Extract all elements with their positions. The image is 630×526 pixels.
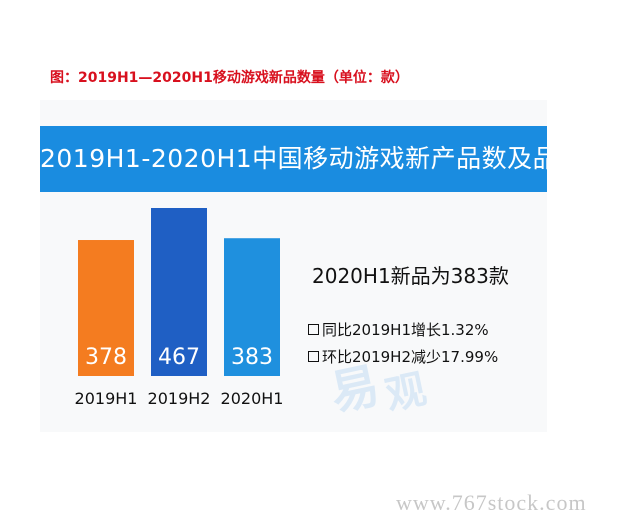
bar-2019H1 [78, 240, 134, 376]
x-tick-label: 2019H1 [75, 389, 138, 408]
bar-value-label: 383 [231, 345, 273, 370]
hoh-text: 环比2019H2减少17.99% [322, 348, 499, 366]
bar-2020H1 [224, 238, 280, 376]
bar-value-label: 467 [158, 345, 200, 370]
site-watermark: www.767stock.com [396, 490, 587, 515]
figure-caption: 图：2019H1—2020H1移动游戏新品数量（单位：款） [50, 70, 409, 86]
x-tick-label: 2019H2 [148, 389, 211, 408]
checkbox-bullet-icon [308, 324, 319, 335]
yoy-annotation: 同比2019H1增长1.32% [308, 319, 489, 340]
chart-title: 2019H1-2020H1中国移动游戏新产品数及品类 [40, 144, 584, 173]
headline-annotation: 2020H1新品为383款 [312, 264, 509, 288]
hoh-annotation: 环比2019H2减少17.99% [308, 346, 498, 367]
yoy-text: 同比2019H1增长1.32% [322, 321, 489, 339]
x-tick-label: 2020H1 [221, 389, 284, 408]
bar-2019H2 [151, 208, 207, 376]
checkbox-bullet-icon [308, 351, 319, 362]
bar-value-label: 378 [85, 345, 127, 370]
chart-title-banner: 2019H1-2020H1中国移动游戏新产品数及品类 [40, 126, 584, 192]
